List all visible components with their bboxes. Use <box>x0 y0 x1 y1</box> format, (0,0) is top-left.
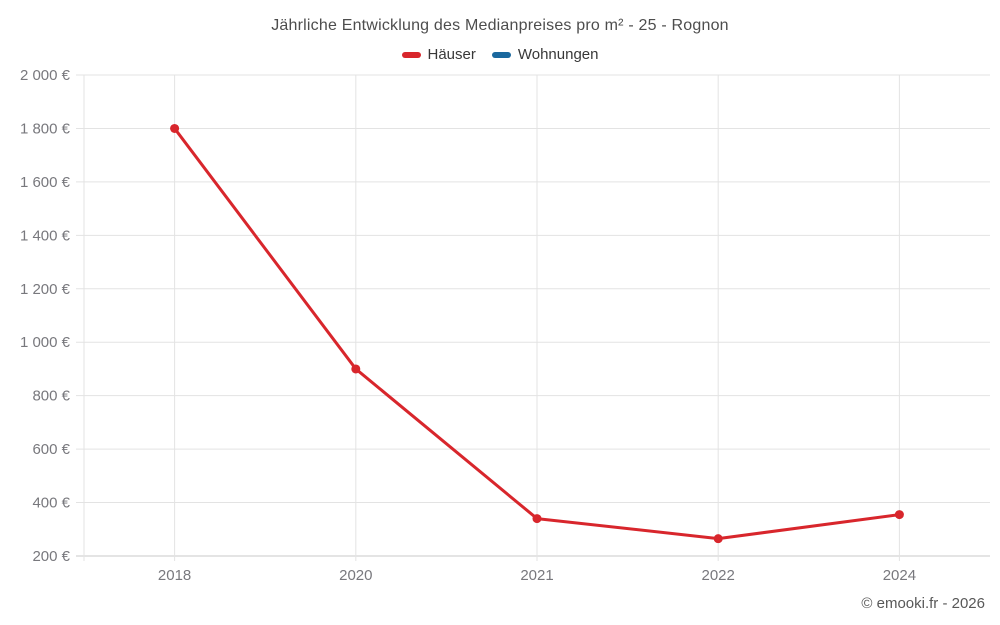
legend-swatch-icon <box>491 51 511 58</box>
data-point[interactable] <box>894 510 904 520</box>
x-tick-label: 2020 <box>339 567 372 584</box>
x-tick-label: 2022 <box>702 567 735 584</box>
y-tick-label: 400 € <box>32 495 70 512</box>
y-tick-label: 1 400 € <box>20 227 71 244</box>
x-tick-label: 2021 <box>520 567 553 584</box>
legend-swatch-icon <box>401 51 421 58</box>
legend-item-label: Wohnungen <box>517 46 599 63</box>
x-tick-label: 2024 <box>883 567 916 584</box>
data-point[interactable] <box>532 514 542 524</box>
y-tick-label: 1 800 € <box>20 120 71 137</box>
y-tick-label: 800 € <box>32 388 70 405</box>
x-tick-label: 2018 <box>158 567 191 584</box>
chart-title: Jährliche Entwicklung des Medianpreises … <box>271 17 729 34</box>
y-tick-label: 600 € <box>32 441 70 458</box>
y-tick-label: 1 600 € <box>20 174 71 191</box>
legend-item-wohnungen[interactable]: Wohnungen <box>491 46 599 63</box>
data-point[interactable] <box>170 123 180 133</box>
y-tick-label: 200 € <box>32 548 70 565</box>
data-point[interactable] <box>713 534 723 544</box>
copyright-credit: © emooki.fr - 2026 <box>861 595 985 612</box>
y-tick-label: 1 200 € <box>20 281 71 298</box>
legend-item-label: Häuser <box>427 46 476 63</box>
data-point[interactable] <box>351 364 361 374</box>
y-tick-label: 2 000 € <box>20 67 71 84</box>
legend-item-h-user[interactable]: Häuser <box>401 46 476 63</box>
y-tick-label: 1 000 € <box>20 334 71 351</box>
legend: Häuser Wohnungen <box>0 46 1000 63</box>
